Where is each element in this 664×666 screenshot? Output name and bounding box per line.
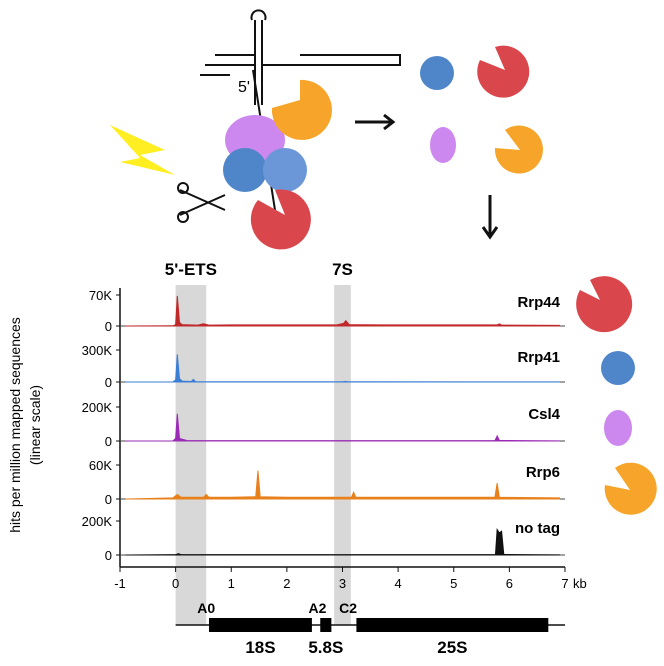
x-tick-label: 0 bbox=[172, 576, 179, 591]
y-axis-label: hits per million mapped sequences bbox=[7, 317, 23, 533]
x-tick-label: 4 bbox=[395, 576, 402, 591]
arrow bbox=[355, 113, 396, 131]
coverage-area bbox=[125, 354, 560, 383]
y-tick-label: 200K bbox=[82, 400, 113, 415]
five-prime-label: 5' bbox=[238, 79, 250, 96]
x-tick-label: 5 bbox=[450, 576, 457, 591]
site-label: C2 bbox=[339, 600, 357, 616]
region-label: 25S bbox=[437, 638, 467, 657]
rrp41-icon bbox=[601, 351, 635, 385]
y-tick-label: 0 bbox=[105, 375, 112, 390]
track-label: Csl4 bbox=[528, 406, 560, 423]
x-tick-label: -1 bbox=[114, 576, 126, 591]
rrp6-shape bbox=[494, 125, 543, 174]
site-label: A0 bbox=[197, 600, 215, 616]
y-tick-label: 0 bbox=[105, 319, 112, 334]
x-tick-label: 1 bbox=[228, 576, 235, 591]
scissors-ring bbox=[177, 182, 189, 194]
gene-region bbox=[209, 618, 312, 632]
gene-region bbox=[320, 618, 332, 632]
rrp44-shape bbox=[477, 45, 530, 98]
rrp44-icon bbox=[576, 276, 633, 333]
rna-hairpin bbox=[250, 9, 267, 105]
x-tick-label: 7 bbox=[561, 576, 568, 591]
schematic: 5' bbox=[110, 9, 657, 515]
x-tick-label: 2 bbox=[283, 576, 290, 591]
region-label: 5.8S bbox=[308, 638, 343, 657]
band-label: 5'-ETS bbox=[165, 260, 217, 279]
rrp6-shape bbox=[271, 79, 332, 140]
rna-strand bbox=[200, 54, 401, 76]
x-tick-label: 6 bbox=[506, 576, 513, 591]
x-axis-unit: kb bbox=[573, 576, 587, 591]
band-label: 7S bbox=[332, 260, 353, 279]
rrp44-shape bbox=[250, 189, 311, 250]
highlight-band bbox=[175, 285, 207, 625]
subunit-shape bbox=[263, 148, 307, 192]
coverage-area bbox=[125, 413, 560, 442]
gene-region bbox=[356, 618, 549, 632]
rrp41-shape bbox=[223, 148, 267, 192]
rrp41-shape bbox=[420, 56, 454, 90]
scissors-ring bbox=[177, 211, 189, 223]
y-tick-label: 200K bbox=[82, 514, 113, 529]
track-label: no tag bbox=[515, 520, 560, 537]
track-label: Rrp44 bbox=[517, 294, 560, 311]
y-tick-label: 70K bbox=[89, 288, 112, 303]
csl4-shape bbox=[430, 127, 456, 163]
y-tick-label: 0 bbox=[105, 548, 112, 563]
coverage-area bbox=[125, 470, 560, 500]
uv-bolt bbox=[110, 125, 175, 175]
csl4-icon bbox=[604, 410, 632, 446]
y-axis-label: (linear scale) bbox=[27, 385, 43, 465]
track-label: Rrp41 bbox=[517, 349, 560, 366]
scissors bbox=[179, 189, 226, 216]
coverage-area bbox=[125, 527, 560, 556]
y-tick-label: 300K bbox=[82, 343, 113, 358]
arrow bbox=[481, 195, 499, 240]
coverage-area bbox=[125, 295, 560, 327]
track-label: Rrp6 bbox=[526, 464, 560, 481]
region-label: 18S bbox=[245, 638, 275, 657]
site-label: A2 bbox=[309, 600, 327, 616]
y-tick-label: 60K bbox=[89, 458, 112, 473]
x-tick-label: 3 bbox=[339, 576, 346, 591]
highlight-band bbox=[334, 285, 351, 625]
y-tick-label: 0 bbox=[105, 434, 112, 449]
y-tick-label: 0 bbox=[105, 492, 112, 507]
rrp6-icon bbox=[604, 462, 657, 515]
